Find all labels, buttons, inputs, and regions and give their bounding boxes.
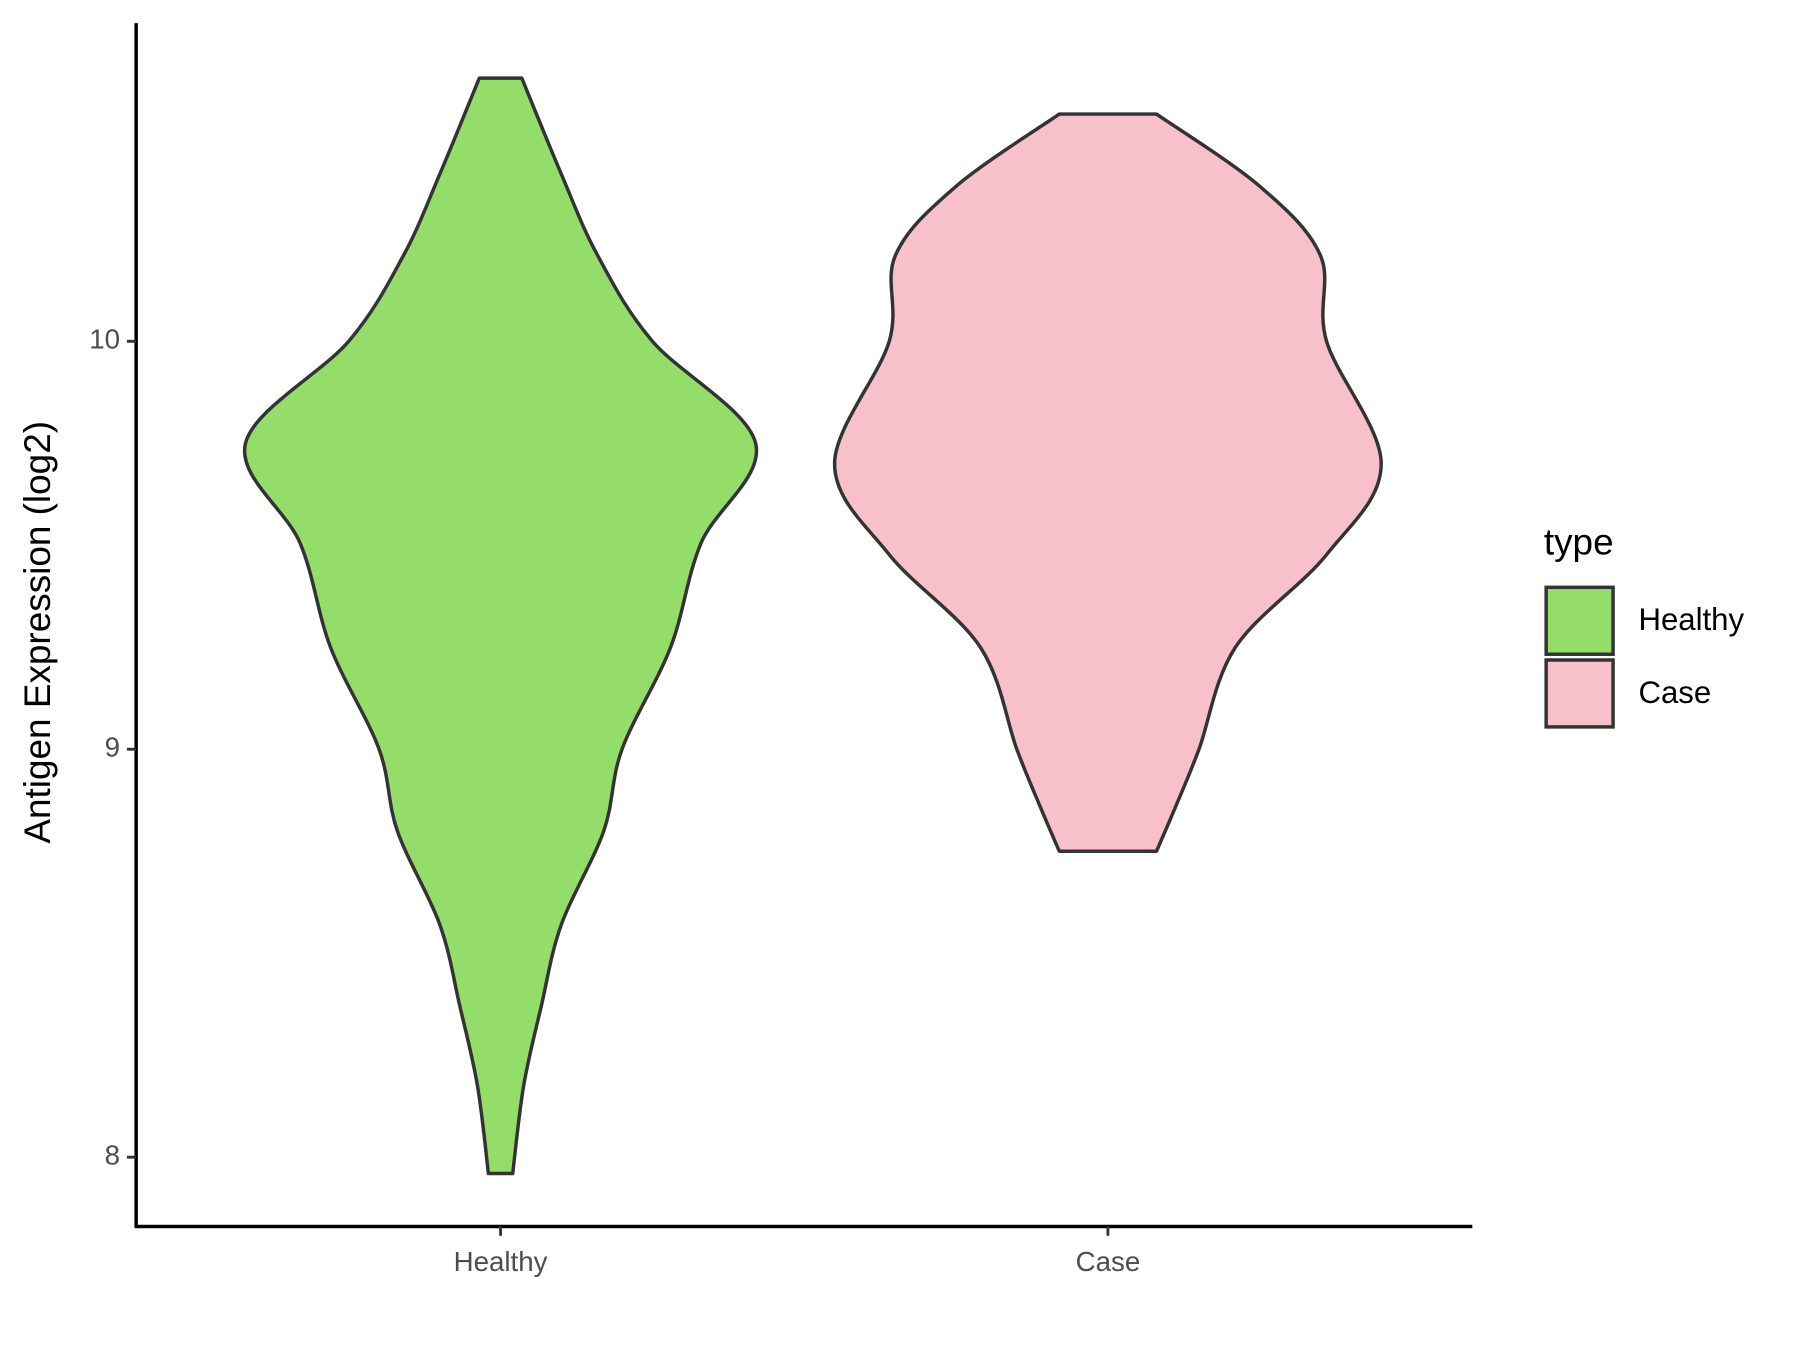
x-tick-label: Case <box>1076 1246 1141 1277</box>
legend-label: Healthy <box>1638 602 1744 637</box>
violin <box>832 112 1383 853</box>
legend-label: Case <box>1638 675 1711 710</box>
y-tick-label: 10 <box>89 324 120 355</box>
y-axis-label: Antigen Expression (log2) <box>17 421 58 844</box>
x-tick-label: Healthy <box>454 1246 548 1277</box>
legend-key <box>1544 658 1615 729</box>
y-tick-label: 9 <box>105 732 120 763</box>
legend-key <box>1544 585 1615 656</box>
legend-title: type <box>1544 521 1614 562</box>
violin <box>242 76 759 1176</box>
y-tick-label: 8 <box>105 1139 120 1170</box>
